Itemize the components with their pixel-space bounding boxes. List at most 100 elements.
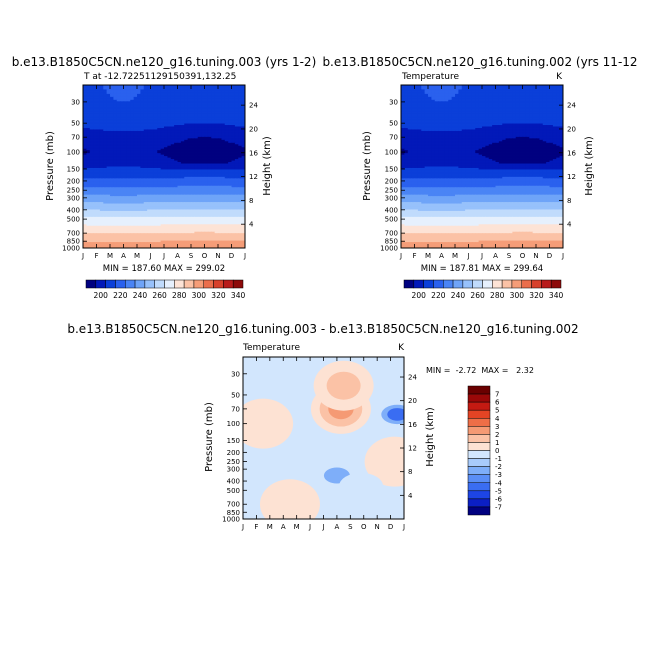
panel-1-cell	[137, 90, 141, 94]
panel-1-cell	[170, 203, 175, 206]
panel-1-cell	[231, 234, 236, 237]
panel-1-cell	[180, 162, 185, 165]
panel-1-cell	[187, 156, 192, 159]
panel-1-cell	[191, 196, 195, 199]
panel-1-cell	[113, 197, 118, 200]
panel-1-cell	[221, 92, 226, 95]
panel-1-cell	[96, 179, 101, 182]
panel-1-cell	[140, 163, 145, 166]
panel-1-cell	[130, 227, 135, 230]
panel-1-cell	[164, 228, 168, 231]
panel-1-cell	[221, 127, 226, 131]
panel-1-cell	[113, 116, 118, 119]
panel-1-cell	[103, 218, 108, 221]
panel-1-cell	[116, 200, 121, 203]
panel-1-cell	[93, 182, 98, 185]
panel-1-cell	[126, 181, 131, 184]
panel-1-cell	[86, 99, 91, 102]
panel-1-cell	[120, 130, 125, 134]
panel-1-cell	[120, 203, 125, 206]
panel-1-cell	[167, 156, 172, 159]
panel-1-cell	[234, 206, 239, 209]
panel-1-cell	[147, 227, 152, 230]
panel-1-cell	[86, 218, 91, 221]
panel-1-cell	[180, 202, 185, 205]
panel-1-cell	[150, 93, 155, 96]
panel-1-cell	[187, 98, 192, 101]
panel-1-cell	[99, 227, 104, 230]
panel-1-cell	[184, 120, 189, 123]
panel-1-cell	[160, 184, 165, 187]
panel-1-cell	[228, 119, 233, 122]
panel-1-cell	[177, 228, 182, 231]
panel-1-cell	[106, 139, 111, 142]
panel-1-cell	[184, 111, 189, 114]
panel-1-cell	[170, 104, 175, 107]
panel-1-cell	[140, 89, 145, 92]
panel-1-cell	[86, 216, 91, 219]
panel-1-cell	[184, 184, 189, 187]
panel-1-cell	[116, 135, 121, 138]
panel-1-cell	[106, 200, 111, 203]
panel-1-cell	[218, 99, 222, 102]
panel-1-cell	[191, 145, 195, 148]
panel-1-cell	[126, 159, 131, 162]
panel-1-cell	[89, 147, 94, 150]
panel-1-cell	[133, 98, 138, 101]
panel-1-cell	[177, 218, 182, 221]
panel-1-cell	[126, 85, 131, 88]
panel-1-cell	[211, 200, 216, 203]
panel-1-cell	[113, 205, 118, 208]
panel-1-cell	[164, 110, 168, 113]
panel-1-cell	[214, 163, 219, 166]
panel-1-cell	[116, 132, 121, 135]
panel-1-cell	[180, 237, 185, 240]
panel-1-cell	[180, 166, 185, 169]
panel-1-cell	[238, 113, 243, 116]
panel-1-cell	[147, 187, 152, 190]
panel-1-cell	[167, 133, 172, 136]
panel-1-cell	[113, 87, 118, 91]
panel-1-cell	[177, 142, 182, 145]
panel-1-cell	[234, 193, 239, 196]
panel-1-cell	[187, 159, 192, 162]
panel-1-cell	[93, 196, 98, 199]
panel-1-cell	[221, 110, 226, 113]
panel-1-cell	[157, 125, 162, 128]
panel-1-cell	[147, 191, 152, 194]
panel-1-cell	[116, 85, 121, 88]
panel-1-cell	[147, 157, 152, 160]
panel-1-cell	[116, 127, 121, 131]
panel-1-cell	[143, 108, 148, 111]
panel-1-cell	[201, 179, 206, 182]
panel-1-cell	[164, 95, 168, 98]
panel-1-cell	[174, 142, 179, 145]
panel-1-cell	[191, 96, 195, 99]
panel-1-cell	[120, 153, 125, 156]
panel-1-cell	[83, 165, 87, 168]
panel-1-cell	[194, 202, 199, 205]
panel-1-cell	[180, 122, 185, 125]
panel-1-cell	[99, 108, 104, 111]
panel-1-cell	[170, 196, 175, 199]
panel-1-cell	[218, 98, 222, 101]
panel-1-cell	[180, 205, 185, 208]
panel-1-cell	[187, 125, 192, 128]
panel-1-cell	[204, 108, 209, 111]
panel-1-cell	[153, 120, 158, 123]
panel-1-cell	[116, 129, 121, 132]
panel-1-cell	[116, 230, 121, 233]
panel-1-cell	[167, 203, 172, 206]
panel-1-cell	[201, 156, 206, 159]
panel-1-cell	[120, 108, 125, 111]
panel-1-cell	[110, 102, 114, 105]
panel-1-cell	[113, 104, 118, 107]
panel-1-cell	[174, 187, 179, 190]
panel-1-cell	[180, 157, 185, 160]
panel-1-cell	[99, 113, 104, 116]
panel-1-cell	[238, 185, 243, 188]
panel-1-cell	[228, 130, 233, 134]
panel-1-cell	[221, 234, 226, 237]
panel-1-cell	[106, 191, 111, 194]
panel-1-cell	[93, 122, 98, 125]
